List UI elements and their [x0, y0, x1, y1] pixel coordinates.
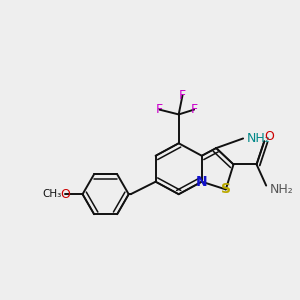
Text: NH₂: NH₂ [270, 183, 294, 196]
Text: O: O [264, 130, 274, 143]
Text: NH₂: NH₂ [247, 132, 271, 145]
Text: F: F [190, 103, 198, 116]
Text: F: F [156, 103, 163, 116]
Text: N: N [196, 175, 208, 189]
Text: CH₃: CH₃ [42, 189, 62, 199]
Text: F: F [179, 89, 186, 102]
Text: S: S [221, 182, 231, 197]
Text: O: O [60, 188, 70, 201]
